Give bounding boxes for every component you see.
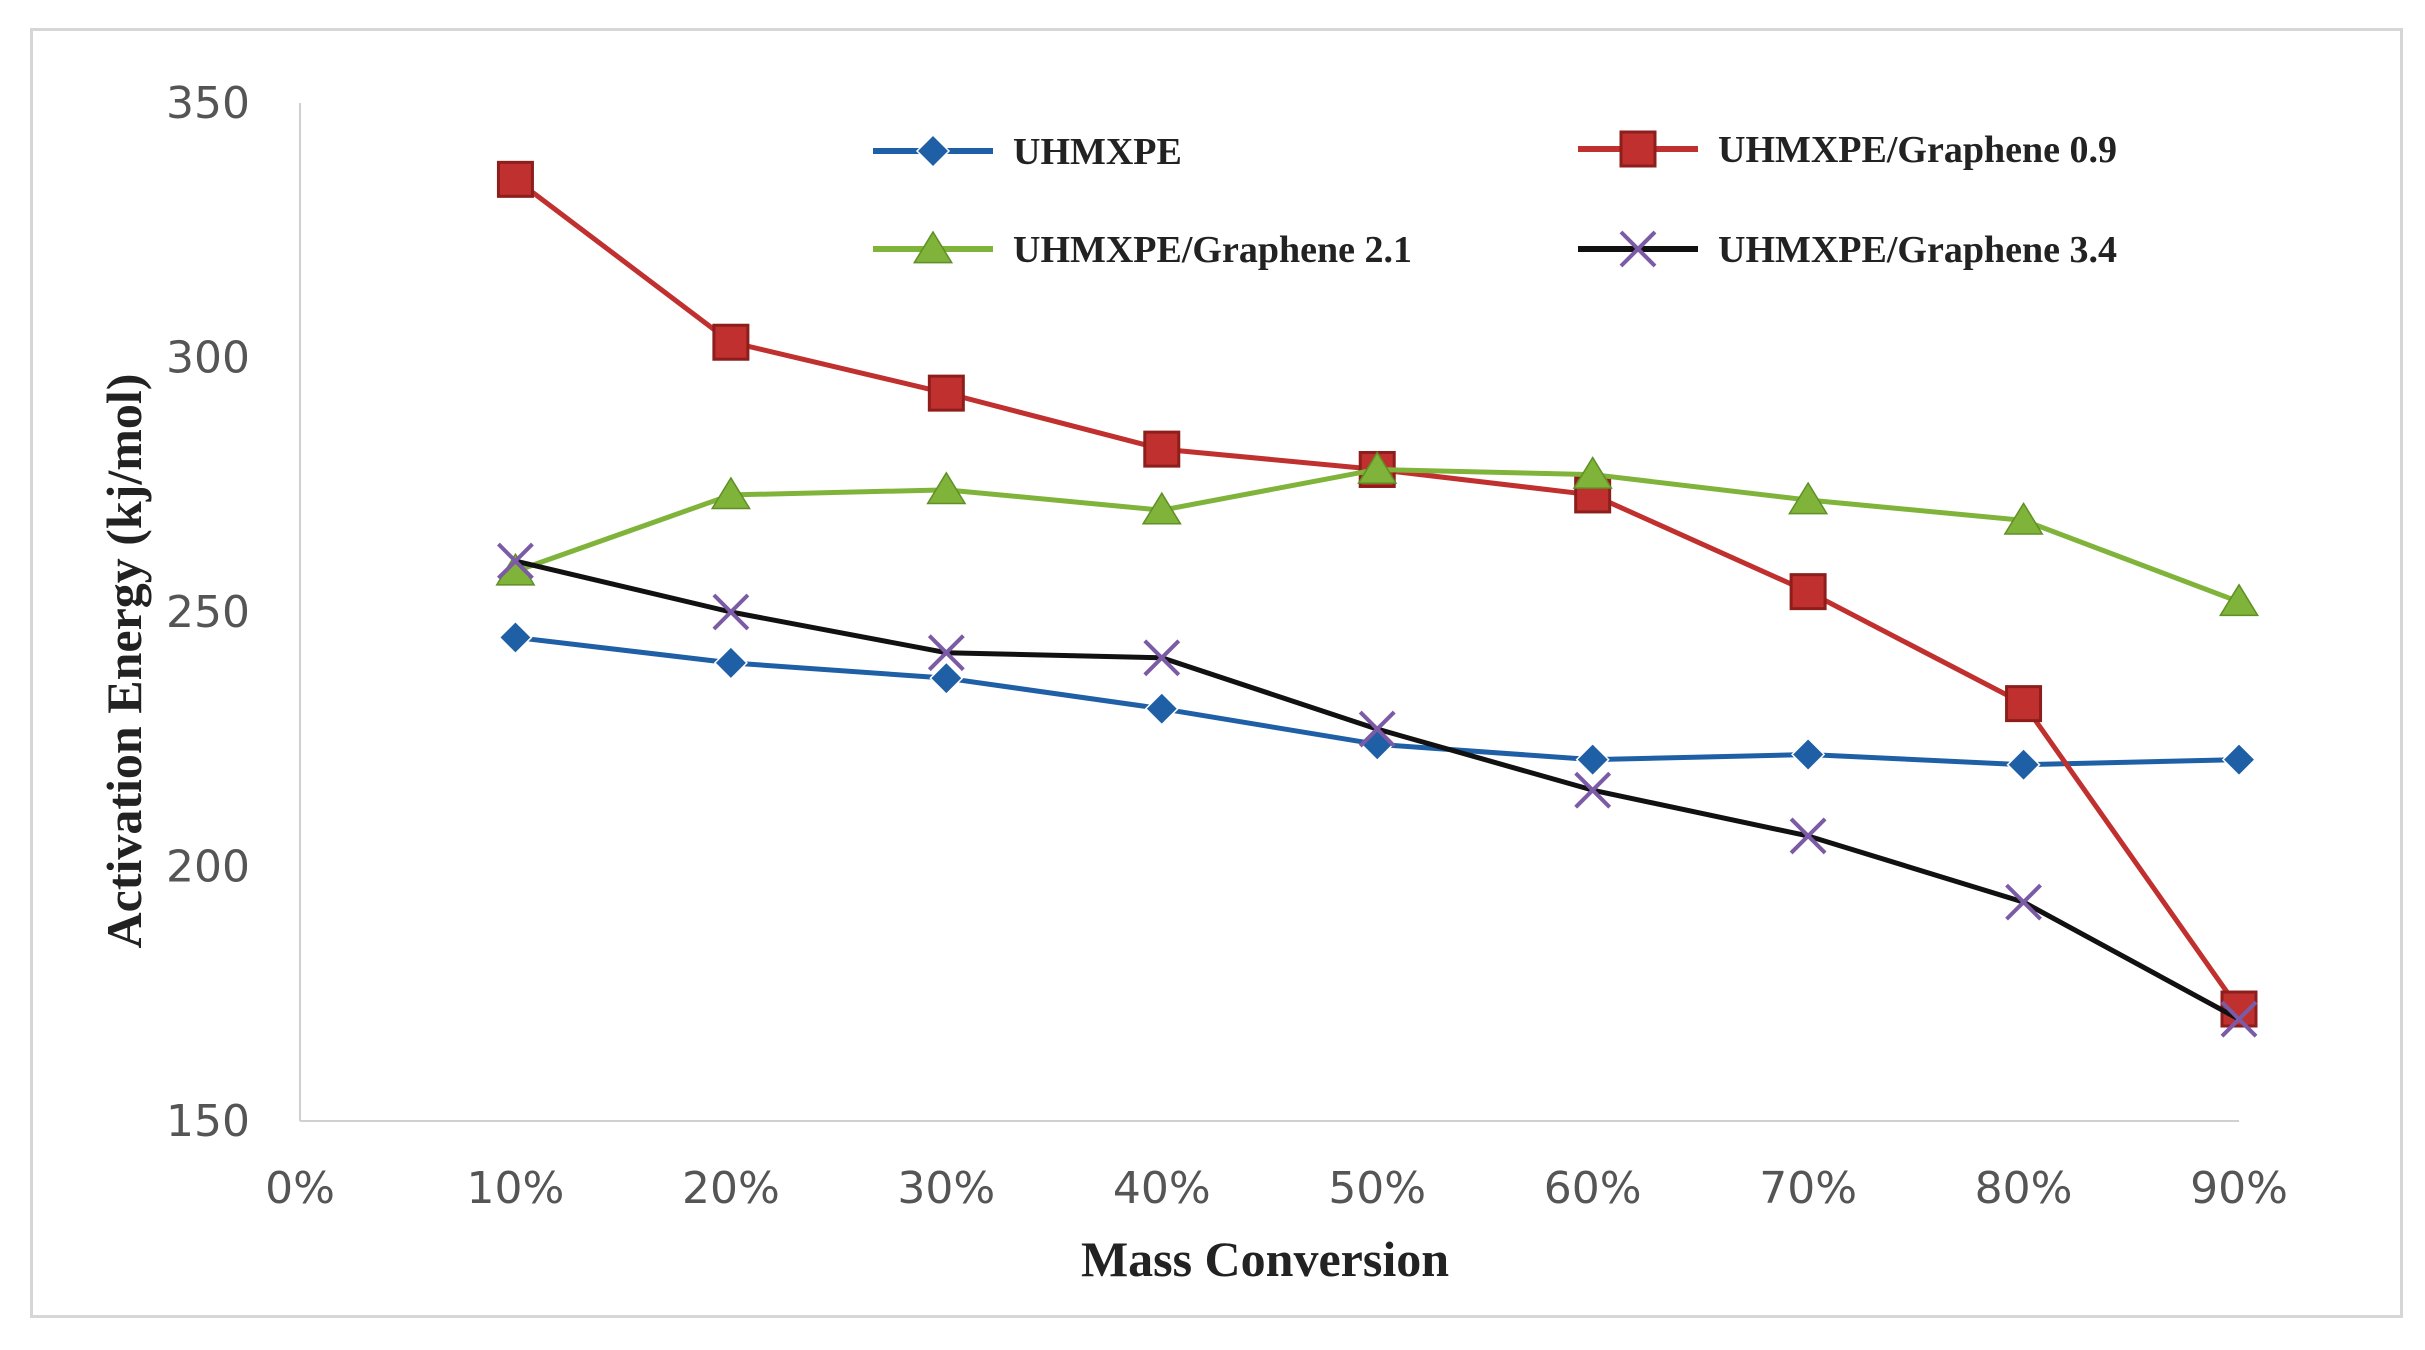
x-tick-label: 90% xyxy=(2190,1163,2288,1214)
legend-label: UHMXPE xyxy=(1013,131,1182,173)
series-diamond xyxy=(498,620,2257,782)
legend-label: UHMXPE/Graphene 0.9 xyxy=(1718,129,2117,171)
legend-label: UHMXPE/Graphene 3.4 xyxy=(1718,229,2117,271)
x-tick-label: 80% xyxy=(1975,1163,2073,1214)
legend-entry: UHMXPE/Graphene 2.1 xyxy=(873,229,1412,271)
diamond-marker xyxy=(498,620,533,655)
x-tick-label: 70% xyxy=(1759,1163,1857,1214)
y-tick-label: 150 xyxy=(166,1096,250,1147)
legend-entry: UHMXPE/Graphene 3.4 xyxy=(1578,229,2117,271)
diamond-marker xyxy=(915,133,951,169)
x-marker-stroke-b xyxy=(2005,883,2042,921)
series-line xyxy=(514,466,2240,605)
series-square xyxy=(496,160,2258,1028)
triangle-marker xyxy=(912,230,954,264)
x-tick-label: 40% xyxy=(1113,1163,1211,1214)
x-axis-title: Mass Conversion xyxy=(1081,1231,1449,1287)
square-marker xyxy=(496,160,534,198)
triangle-marker xyxy=(1788,481,1829,515)
x-marker-stroke-b xyxy=(927,634,965,672)
diamond-marker xyxy=(2006,747,2041,782)
x-marker-stroke-b xyxy=(1619,230,1657,268)
series-line xyxy=(513,177,2242,1011)
triangle-marker xyxy=(710,476,751,510)
x-tick-label: 10% xyxy=(467,1163,565,1214)
x-marker-stroke-b xyxy=(1143,639,1181,677)
x-marker-stroke-b xyxy=(1358,710,1396,748)
x-tick-label: 60% xyxy=(1544,1163,1642,1214)
square-marker xyxy=(2005,685,2043,723)
y-axis-title: Activation Energy (kj/mol) xyxy=(96,374,152,949)
series-line xyxy=(514,558,2241,1022)
x-marker-stroke-b xyxy=(1789,817,1827,855)
y-tick-label: 200 xyxy=(166,842,250,893)
diamond-marker xyxy=(929,661,964,696)
triangle-marker xyxy=(2003,501,2044,535)
axes-layer: 150 200 250 300 350 0% 10% 20% 30% 40% 50% 60% 70% 80… xyxy=(166,78,2288,1214)
x-marker-stroke-b xyxy=(2220,1000,2258,1038)
legend-entry: UHMXPE xyxy=(873,131,1182,173)
x-tick-label: 50% xyxy=(1328,1163,1426,1214)
diamond-marker xyxy=(1791,737,1826,772)
series-x xyxy=(497,542,2258,1038)
square-marker xyxy=(927,374,965,412)
y-tick-label: 250 xyxy=(166,587,250,638)
triangle-marker xyxy=(2218,583,2260,617)
square-marker xyxy=(712,323,750,361)
legend-entry: UHMXPE/Graphene 0.9 xyxy=(1578,129,2117,171)
legend-layer: UHMXPE UHMXPE/Graphene 0.9 UHMXPE/Graphene… xyxy=(873,129,2117,271)
series-layer xyxy=(495,160,2260,1038)
legend-label: UHMXPE/Graphene 2.1 xyxy=(1013,229,1412,271)
x-marker-stroke-b xyxy=(1574,771,1612,809)
triangle-marker xyxy=(926,471,967,505)
series-triangle xyxy=(495,451,2260,617)
square-marker xyxy=(1619,130,1657,168)
chart-svg: 150 200 250 300 350 0% 10% 20% 30% 40% 50% 60% 70% 80… xyxy=(96,78,2288,1287)
x-marker-stroke-b xyxy=(712,593,750,631)
triangle-marker xyxy=(1572,456,1613,489)
diamond-marker xyxy=(2221,742,2257,777)
x-tick-label: 30% xyxy=(897,1163,995,1214)
square-marker xyxy=(1789,573,1827,611)
diamond-marker xyxy=(713,645,748,680)
x-marker-stroke-b xyxy=(497,542,534,580)
diamond-marker xyxy=(1144,691,1179,726)
square-marker xyxy=(1143,430,1181,468)
triangle-marker xyxy=(1141,491,1182,525)
x-tick-label: 20% xyxy=(682,1163,780,1214)
triangle-marker xyxy=(1357,451,1398,484)
diamond-marker xyxy=(1575,742,1610,777)
chart-frame: 150 200 250 300 350 0% 10% 20% 30% 40% 50% 60% 70% 80… xyxy=(30,28,2403,1318)
y-tick-label: 300 xyxy=(166,333,250,384)
x-tick-label: 0% xyxy=(265,1163,335,1214)
y-tick-label: 350 xyxy=(166,78,250,129)
